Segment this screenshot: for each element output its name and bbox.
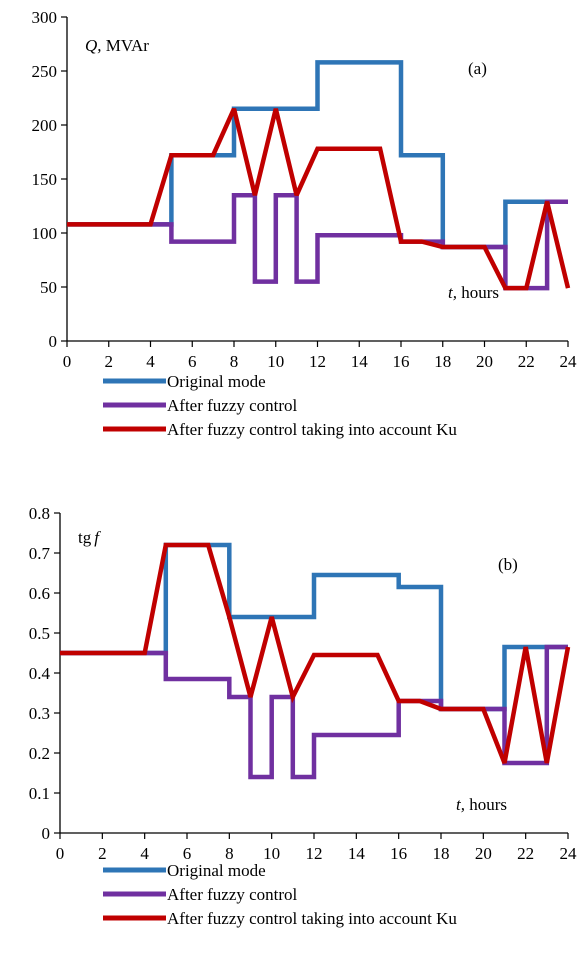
x-tick-label: 2 [105, 352, 114, 371]
x-tick-label: 20 [476, 352, 493, 371]
y-tick-label: 0.2 [29, 744, 50, 763]
series-line-3 [67, 107, 571, 291]
y-axis-label: tg f [78, 528, 101, 547]
y-tick-label: 0.1 [29, 784, 50, 803]
panel-label: (a) [468, 59, 487, 78]
legend-entry-3: After fuzzy control taking into account … [167, 420, 457, 439]
legend-entry-2: After fuzzy control [167, 885, 298, 904]
legend-entry-1: Original mode [167, 372, 266, 391]
chart-panel-b: 00.10.20.30.40.50.60.70.80 2 4 6 8 10 12 14 16 18… [29, 504, 577, 928]
x-tick-label: 10 [267, 352, 284, 371]
series-line-1 [60, 542, 568, 712]
x-tick-label: 16 [393, 352, 410, 371]
x-tick-label: 0 [63, 352, 72, 371]
legend: Original mode After fuzzy control After fu… [103, 372, 457, 439]
series-line-1 [67, 60, 568, 250]
x-tick-label: 22 [518, 352, 535, 371]
y-axis-label: Q, MVAr [85, 36, 149, 55]
x-axis-label: t, hours [448, 283, 499, 302]
y-tick-label: 100 [32, 224, 58, 243]
y-tick-label: 0.8 [29, 504, 50, 523]
x-axis-label: t, hours [456, 795, 507, 814]
x-tick-label: 16 [390, 844, 407, 863]
x-tick-label: 20 [475, 844, 492, 863]
panel-label: (b) [498, 555, 518, 574]
y-tick-label: 0.3 [29, 704, 50, 723]
y-tick-label: 150 [32, 170, 58, 189]
x-tick-label: 24 [560, 844, 578, 863]
x-tick-label: 8 [225, 844, 234, 863]
y-tick-label: 200 [32, 116, 58, 135]
x-tick-label: 14 [348, 844, 366, 863]
x-tick-label: 18 [433, 844, 450, 863]
x-tick-label: 6 [183, 844, 192, 863]
x-tick-label: 2 [98, 844, 107, 863]
x-tick-label: 4 [146, 352, 155, 371]
x-tick-label: 24 [560, 352, 578, 371]
y-tick-label: 0.5 [29, 624, 50, 643]
x-tick-label: 12 [309, 352, 326, 371]
y-tick-label: 0.7 [29, 544, 51, 563]
y-tick-label: 50 [40, 278, 57, 297]
legend: Original mode After fuzzy control After fu… [103, 861, 457, 928]
y-tick-label: 0 [49, 332, 58, 351]
series-line-2 [67, 192, 568, 291]
x-tick-label: 14 [351, 352, 369, 371]
y-tick-label: 0 [42, 824, 51, 843]
y-tick-label: 0.4 [29, 664, 51, 683]
x-tick-label: 10 [263, 844, 280, 863]
legend-entry-1: Original mode [167, 861, 266, 880]
legend-entry-2: After fuzzy control [167, 396, 298, 415]
x-tick-label: 22 [517, 844, 534, 863]
legend-entry-3: After fuzzy control taking into account … [167, 909, 457, 928]
x-tick-label: 0 [56, 844, 65, 863]
x-tick-label: 4 [140, 844, 149, 863]
series-line-3 [60, 542, 571, 764]
x-tick-label: 12 [306, 844, 323, 863]
x-tick-label: 8 [230, 352, 239, 371]
y-tick-label: 0.6 [29, 584, 50, 603]
series-line-2 [60, 644, 568, 780]
x-tick-label: 18 [434, 352, 451, 371]
x-tick-label: 6 [188, 352, 197, 371]
y-tick-label: 300 [32, 8, 58, 27]
y-tick-label: 250 [32, 62, 58, 81]
